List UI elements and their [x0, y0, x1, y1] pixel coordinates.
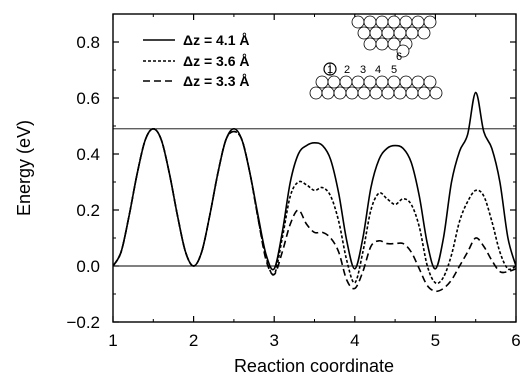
- series-line-dashed: [113, 127, 516, 293]
- series-line-dotted: [113, 127, 516, 285]
- inset-site-label: 5: [391, 64, 397, 76]
- x-tick-label: 5: [431, 331, 440, 350]
- x-tick-label: 2: [189, 331, 198, 350]
- inset-surface-atoms: [309, 62, 443, 100]
- y-tick-label: 0.6: [76, 89, 100, 108]
- series-line-solid: [113, 91, 516, 271]
- x-tick-label: 3: [269, 331, 278, 350]
- tip-atom: [411, 15, 425, 29]
- plot-frame: [112, 13, 517, 323]
- inset-site-label: 2: [344, 64, 350, 76]
- x-tick-label: 4: [350, 331, 359, 350]
- tip-atom: [381, 26, 395, 40]
- surface-atom: [417, 86, 431, 100]
- surface-atom: [375, 75, 389, 89]
- tip-atom: [357, 26, 371, 40]
- ticks-layer: 1 2 3 4 5 6−0.20.00.20.40.60.8: [66, 14, 521, 350]
- tip-atom: [393, 26, 407, 40]
- surface-atom: [429, 86, 443, 100]
- tip-atom: [369, 26, 383, 40]
- surface-atom: [405, 86, 419, 100]
- tip-atom: [423, 15, 437, 29]
- x-axis-title: Reaction coordinate: [234, 356, 394, 376]
- series-layer: [113, 91, 516, 293]
- tip-atom: [375, 15, 389, 29]
- tip-atom: [417, 26, 431, 40]
- tip-atom: [363, 15, 377, 29]
- inset-site-label: 6: [396, 51, 402, 63]
- surface-atom: [351, 75, 365, 89]
- legend-label-3-3: Δz = 3.3 Å: [183, 73, 249, 89]
- x-tick-label: 6: [511, 331, 520, 350]
- surface-atom: [387, 75, 401, 89]
- surface-atom: [357, 86, 371, 100]
- legend: Δz = 4.1 Å Δz = 3.6 Å Δz = 3.3 Å: [143, 32, 249, 89]
- y-tick-label: 0.0: [76, 257, 100, 276]
- inset-site-label: 1: [327, 64, 333, 76]
- tip-atom: [351, 15, 365, 29]
- inset-site-label: 3: [360, 64, 366, 76]
- inset-tip-atoms: [351, 15, 437, 58]
- tip-atom: [375, 37, 389, 51]
- x-tick-label: 1: [108, 331, 117, 350]
- reference-lines: [113, 128, 516, 267]
- tip-atom: [387, 15, 401, 29]
- atomic-structure-inset: 1 2 3 4 56: [309, 15, 443, 100]
- tip-atom: [405, 26, 419, 40]
- surface-atom: [327, 75, 341, 89]
- surface-atom: [393, 86, 407, 100]
- surface-atom: [315, 75, 329, 89]
- surface-atom: [381, 86, 395, 100]
- surface-atom: [363, 75, 377, 89]
- surface-atom: [369, 86, 383, 100]
- surface-atom: [411, 75, 425, 89]
- tip-apex-atom: [396, 44, 410, 58]
- surface-atom: [423, 75, 437, 89]
- tip-atom: [363, 37, 377, 51]
- y-tick-label: 0.4: [76, 145, 100, 164]
- surface-atom: [345, 86, 359, 100]
- surface-atom: [399, 75, 413, 89]
- inset-site-labels: 1 2 3 4 56: [327, 51, 402, 76]
- surface-atom: [333, 86, 347, 100]
- tip-atom: [399, 15, 413, 29]
- legend-label-4-1: Δz = 4.1 Å: [183, 32, 249, 48]
- inset-site-label: 4: [375, 64, 381, 76]
- y-tick-label: 0.8: [76, 33, 100, 52]
- surface-atom: [309, 86, 323, 100]
- y-tick-label: −0.2: [66, 313, 100, 332]
- surface-atom: [321, 86, 335, 100]
- y-axis-title: Energy (eV): [14, 120, 34, 216]
- legend-label-3-6: Δz = 3.6 Å: [183, 53, 249, 69]
- surface-atom: [339, 75, 353, 89]
- y-tick-label: 0.2: [76, 201, 100, 220]
